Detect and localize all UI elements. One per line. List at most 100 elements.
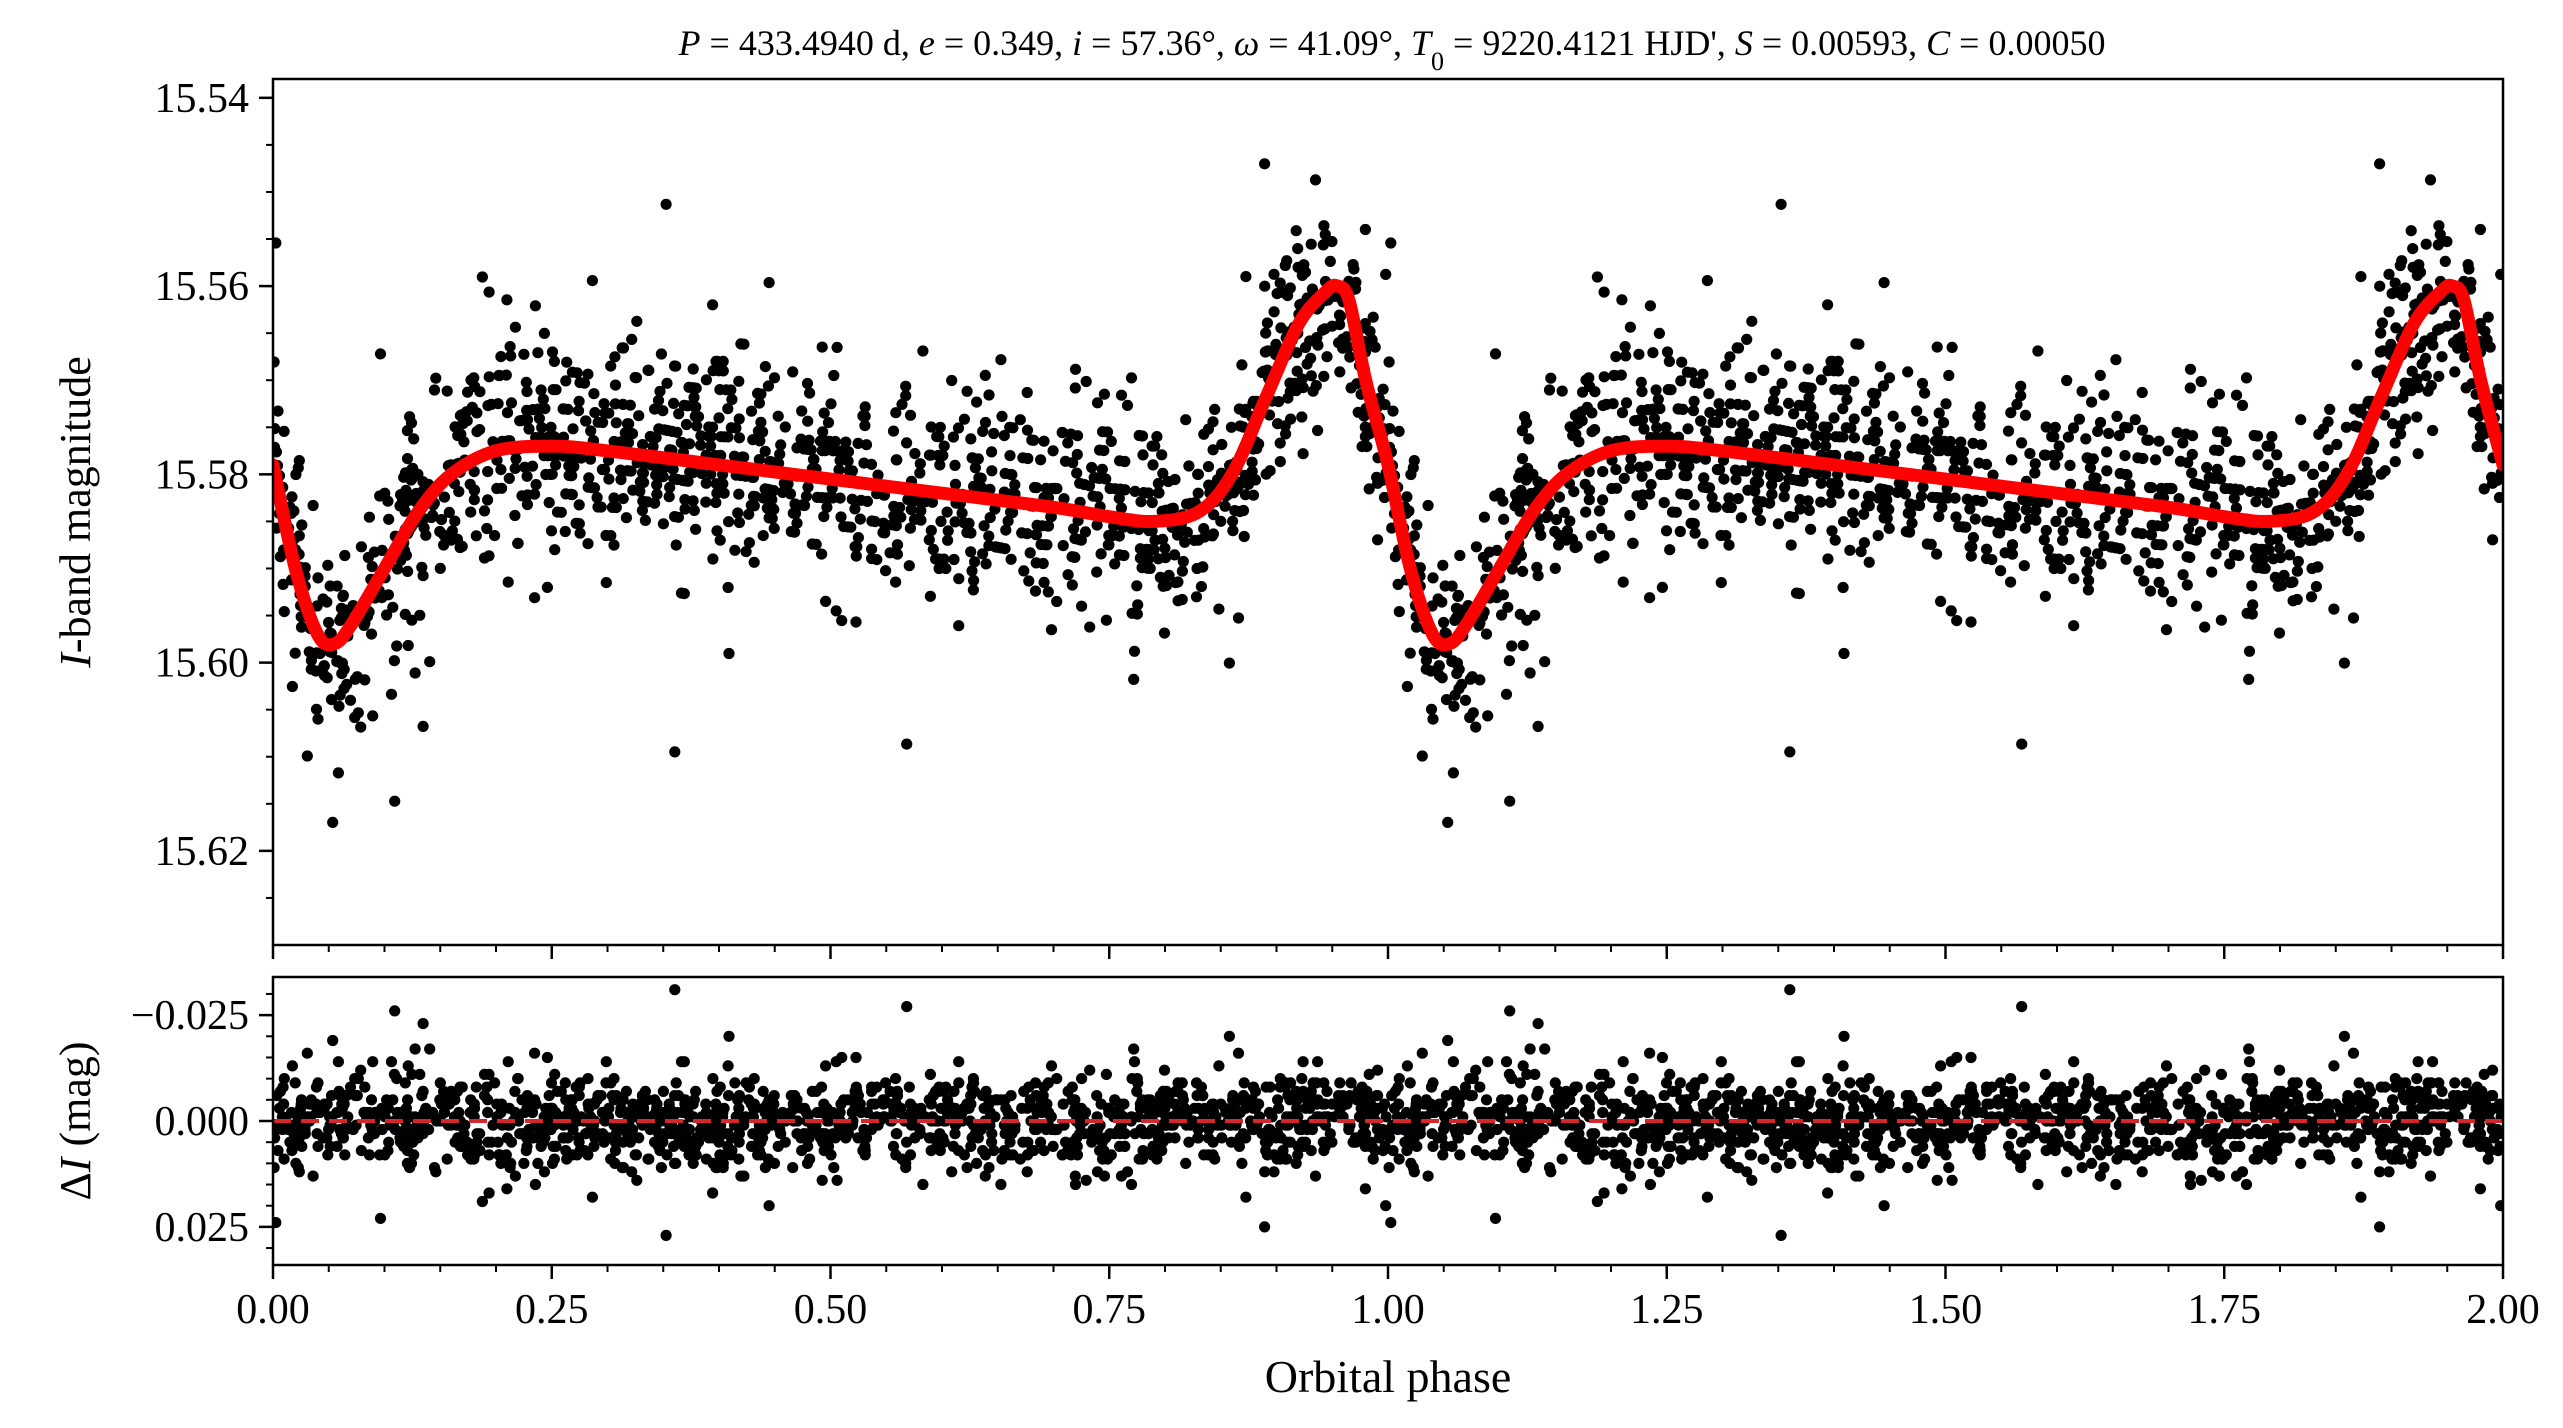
observation-point: [1739, 399, 1751, 411]
observation-point: [616, 342, 628, 354]
observation-point: [365, 628, 378, 640]
residual-point: [1494, 1111, 1506, 1123]
observation-point: [1401, 491, 1413, 503]
residual-point: [435, 1098, 448, 1110]
observation-point: [849, 503, 861, 515]
residual-point: [1371, 1090, 1383, 1102]
observation-point: [1624, 321, 1636, 333]
residual-point: [470, 1081, 482, 1093]
observation-point: [2405, 225, 2417, 237]
observation-point: [988, 427, 1000, 440]
observation-point: [1662, 384, 1674, 396]
observation-point: [1416, 750, 1428, 762]
observation-point: [642, 364, 654, 376]
observation-point: [597, 416, 609, 429]
residual-point: [988, 1145, 1000, 1157]
residual-point: [733, 1090, 746, 1102]
residual-point: [1078, 1128, 1090, 1140]
observation-point: [545, 525, 558, 537]
observation-point: [505, 350, 517, 362]
residual-point: [361, 1106, 374, 1119]
observation-point: [688, 504, 700, 516]
observation-point: [391, 563, 403, 575]
residual-point: [1312, 1056, 1324, 1068]
residual-point: [2252, 1145, 2264, 1157]
observation-point: [383, 513, 395, 525]
observation-point: [2229, 483, 2241, 495]
observation-point: [1811, 467, 1823, 480]
observation-point: [2203, 471, 2215, 484]
residual-point: [723, 1030, 735, 1042]
observation-point: [1319, 228, 1331, 241]
observation-point: [2352, 504, 2365, 517]
residual-point: [1072, 1111, 1084, 1123]
residual-point: [1291, 1102, 1303, 1114]
observation-point: [2257, 487, 2270, 499]
observation-point: [2241, 607, 2253, 619]
observation-point: [757, 530, 769, 542]
observation-point: [1938, 435, 1950, 447]
observation-point: [1724, 351, 1736, 363]
residual-point: [1724, 1145, 1737, 1157]
observation-point: [2416, 358, 2428, 370]
observation-point: [1005, 553, 1017, 565]
residual-point: [545, 1077, 558, 1089]
observation-point: [332, 767, 344, 779]
observation-point: [1805, 401, 1817, 413]
observation-point: [1620, 397, 1633, 409]
observation-point: [324, 627, 336, 639]
observation-point: [1051, 595, 1063, 608]
observation-point: [1437, 559, 1449, 571]
residual-point: [336, 1102, 348, 1114]
residual-point: [622, 1115, 634, 1127]
observation-point: [337, 590, 349, 603]
observation-point: [866, 543, 878, 555]
observation-point: [1452, 590, 1464, 603]
observation-point: [738, 451, 750, 463]
residual-point: [417, 1018, 429, 1030]
observation-point: [1829, 384, 1841, 396]
observation-point: [1502, 601, 1514, 613]
observation-point: [836, 615, 848, 627]
residual-point: [1223, 1030, 1235, 1042]
observation-point: [909, 448, 921, 460]
observation-point: [1550, 514, 1563, 526]
observation-point: [1981, 543, 1993, 555]
observation-point: [521, 386, 533, 398]
observation-point: [2111, 410, 2123, 422]
observation-point: [402, 639, 414, 652]
observation-point: [1408, 530, 1420, 542]
observation-point: [586, 275, 599, 287]
observation-point: [1510, 489, 1522, 501]
residual-point: [323, 1123, 335, 1136]
observation-point: [1663, 355, 1675, 367]
observation-point: [753, 454, 765, 466]
observation-point: [711, 525, 723, 537]
observation-point: [1976, 495, 1988, 507]
residual-point: [707, 1073, 719, 1085]
y-tick-label: 15.62: [155, 829, 250, 875]
residual-point: [512, 1073, 524, 1085]
observation-point: [652, 394, 665, 407]
observation-point: [1274, 437, 1286, 449]
residual-point: [759, 1162, 772, 1174]
observation-point: [1095, 548, 1107, 560]
observation-point: [2274, 552, 2286, 564]
observation-point: [707, 299, 719, 311]
observation-point: [546, 468, 558, 480]
observation-point: [368, 546, 380, 558]
observation-point: [2063, 553, 2075, 566]
observation-point: [627, 484, 639, 496]
observation-point: [1981, 515, 1993, 527]
residual-point: [1358, 1098, 1370, 1110]
observation-point: [1411, 519, 1423, 531]
observation-point: [1042, 586, 1054, 598]
observation-point: [1593, 552, 1606, 564]
residual-point: [273, 1217, 282, 1229]
observation-point: [1917, 481, 1929, 493]
observation-point: [1826, 487, 1838, 499]
observation-point: [1741, 333, 1753, 345]
observation-point: [2090, 472, 2102, 484]
residual-point: [402, 1060, 414, 1072]
observation-point: [803, 434, 815, 446]
